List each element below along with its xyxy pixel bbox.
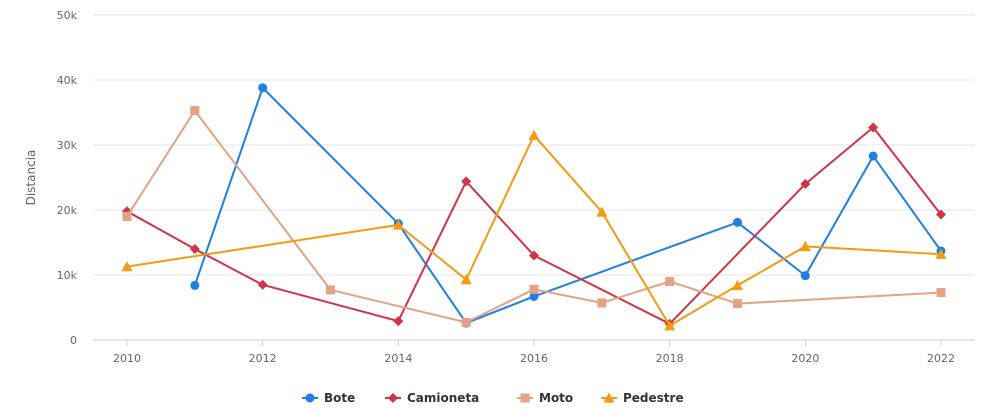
x-tick-label: 2018 <box>656 352 684 365</box>
legend[interactable]: Bote Camioneta Moto Pedestre <box>302 391 684 405</box>
y-tick-label: 20k <box>57 204 78 217</box>
x-tick-label: 2020 <box>791 352 819 365</box>
data-point-camioneta <box>189 244 200 254</box>
data-point-pedestre <box>596 206 608 217</box>
y-tick-label: 0 <box>70 334 77 347</box>
data-point-pedestre <box>528 129 540 140</box>
data-point-camioneta <box>393 316 404 327</box>
y-axis-title: Distancia <box>24 150 38 206</box>
data-point-pedestre <box>121 261 133 272</box>
data-point-camioneta <box>257 279 268 290</box>
data-point-pedestre <box>392 219 404 230</box>
data-point-moto <box>597 298 607 308</box>
legend-item-moto[interactable]: Moto <box>517 391 573 405</box>
data-point-bote <box>733 217 742 227</box>
data-point-pedestre <box>799 240 811 252</box>
x-tick-label: 2010 <box>113 352 141 365</box>
legend-symbol-square-icon <box>520 393 530 403</box>
data-point-bote <box>868 151 878 161</box>
y-tick-label: 40k <box>57 74 78 87</box>
data-point-moto <box>190 106 200 116</box>
x-tick-label: 2014 <box>384 352 412 365</box>
legend-label-moto: Moto <box>539 391 573 405</box>
legend-symbol-diamond-icon <box>388 393 398 403</box>
data-point-bote <box>529 291 539 301</box>
y-tick-label: 10k <box>57 269 78 282</box>
series-layer <box>121 83 947 331</box>
data-point-moto <box>122 212 132 221</box>
legend-symbol-triangle-icon <box>603 392 615 403</box>
legend-label-bote: Bote <box>324 391 355 405</box>
data-point-bote <box>258 83 268 93</box>
series-pedestre <box>121 129 947 331</box>
data-point-moto <box>665 277 675 286</box>
data-point-pedestre <box>664 320 676 331</box>
legend-item-pedestre[interactable]: Pedestre <box>601 391 684 405</box>
data-point-moto <box>733 299 742 309</box>
data-point-camioneta <box>800 179 811 189</box>
y-tick-label: 30k <box>57 139 78 152</box>
data-point-moto <box>461 317 471 327</box>
y-tick-label: 50k <box>57 9 78 22</box>
data-point-moto <box>326 285 335 295</box>
legend-label-pedestre: Pedestre <box>623 391 684 405</box>
data-point-pedestre <box>460 274 472 285</box>
series-line-bote <box>193 86 942 325</box>
x-tick-label: 2016 <box>520 352 548 365</box>
x-tick-label: 2012 <box>249 352 277 365</box>
legend-item-camioneta[interactable]: Camioneta <box>385 391 479 405</box>
data-point-pedestre <box>935 248 947 259</box>
axis-layer: 0 10k 20k 30k 40k 50k 2010 2012 2014 2016 2018 2020… <box>24 9 975 365</box>
x-tick-label: 2022 <box>927 352 955 365</box>
legend-item-bote[interactable]: Bote <box>302 391 355 405</box>
data-point-camioneta <box>936 209 946 220</box>
grid-layer <box>93 14 975 276</box>
data-point-camioneta <box>461 176 472 187</box>
data-point-moto <box>529 284 539 294</box>
series-moto <box>122 106 946 327</box>
series-bote <box>190 83 946 328</box>
legend-label-camioneta: Camioneta <box>407 391 479 405</box>
data-point-moto <box>936 288 946 298</box>
series-line-camioneta <box>126 126 942 325</box>
data-point-bote <box>800 271 810 281</box>
data-point-camioneta <box>868 122 879 133</box>
data-point-bote <box>190 280 200 290</box>
data-point-camioneta <box>529 250 539 261</box>
legend-symbol-circle-icon <box>305 393 315 403</box>
data-point-pedestre <box>732 279 743 291</box>
